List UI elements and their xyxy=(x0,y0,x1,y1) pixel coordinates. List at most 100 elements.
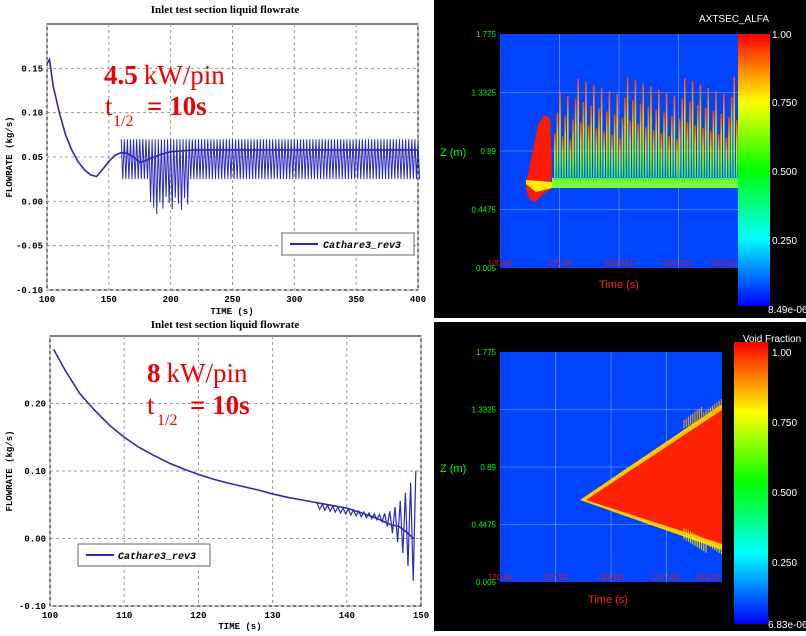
x-axis-label: TIME (s) xyxy=(218,622,261,631)
heatmap-x-tick: 175.49 xyxy=(547,259,572,268)
heatmap-y-tick: 1.3325 xyxy=(472,89,497,98)
x-axis-label: TIME (s) xyxy=(210,307,253,316)
void-spike xyxy=(585,81,587,180)
series-oscillation xyxy=(316,470,417,581)
heatmap-x-tick: 250.331 xyxy=(605,259,634,268)
void-spike xyxy=(600,88,603,180)
heatmap-y-tick: 0.89 xyxy=(480,147,496,156)
annotation-t-letter: t xyxy=(147,390,155,420)
heatmap-field xyxy=(526,76,738,202)
void-spike xyxy=(626,77,629,180)
void-spike xyxy=(730,96,733,180)
void-edge xyxy=(526,180,552,192)
void-spike xyxy=(668,136,670,180)
void-region-initial xyxy=(526,115,552,202)
y-axis-label: FLOWRATE (kg/s) xyxy=(5,430,15,511)
heatmap-x-tick: 100.65 xyxy=(488,259,513,268)
y-tick-label: 0.10 xyxy=(21,109,43,119)
void-spike xyxy=(686,121,689,180)
void-spike xyxy=(642,83,644,180)
void-spike xyxy=(655,109,657,180)
colorbar-label-0250: 0.250 xyxy=(772,558,797,569)
y-tick-label: -0.10 xyxy=(19,602,46,612)
void-spike xyxy=(595,128,598,180)
void-spike xyxy=(650,86,652,180)
series-line xyxy=(46,56,418,178)
colorbar-label-0750: 0.750 xyxy=(772,418,797,429)
x-tick-label: 110 xyxy=(116,611,132,621)
void-spike xyxy=(676,139,678,180)
annotation-t-sub: 1/2 xyxy=(113,113,133,130)
void-spike xyxy=(712,110,715,180)
void-spike xyxy=(725,137,728,180)
void-spike xyxy=(704,107,707,180)
heatmap-y-label: Z (m) xyxy=(440,463,466,475)
heatmap-x-label: Time (s) xyxy=(588,594,628,606)
heatmap-y-tick: 0.4475 xyxy=(472,206,497,215)
annotation-power-unit: kW/pin xyxy=(144,60,225,90)
void-spike xyxy=(593,85,595,180)
x-tick-label: 350 xyxy=(348,295,364,305)
void-spike xyxy=(710,131,712,180)
void-spike xyxy=(697,104,699,180)
void-spike xyxy=(634,80,637,180)
void-spike xyxy=(681,98,683,180)
void-spike xyxy=(580,122,582,180)
annotation-t-value: = 10s xyxy=(190,390,250,420)
void-spike xyxy=(702,128,704,180)
void-spike xyxy=(564,116,566,180)
void-spike xyxy=(577,78,579,180)
heatmap-top: AXTSEC_ALFA 0.005 0.4475 0.89 1.3325 1.775 1… xyxy=(434,0,806,318)
heatmap-field xyxy=(580,399,722,555)
void-spike xyxy=(616,94,618,180)
heatmap-x-label: Time (s) xyxy=(599,279,639,291)
void-spike xyxy=(733,76,735,180)
heatmap-title: Void Fraction xyxy=(743,334,801,345)
void-spike xyxy=(587,125,590,180)
void-spike xyxy=(694,125,696,180)
x-tick-label: 150 xyxy=(101,295,117,305)
annotation-power-unit: kW/pin xyxy=(167,358,248,388)
y-tick-label: 0.00 xyxy=(21,197,43,207)
void-spike xyxy=(567,96,569,180)
heatmap-y-tick: 1.775 xyxy=(476,30,497,39)
x-tick-label: 100 xyxy=(42,611,58,621)
x-tick-label: 120 xyxy=(190,611,206,621)
flowrate-chart-bottom: Inlet test section liquid flowrate -0.10… xyxy=(0,316,430,632)
y-tick-label: 0.10 xyxy=(24,467,46,477)
flowrate-chart-top: Inlet test section liquid flowrate -0.10… xyxy=(0,0,430,317)
heatmap-y-tick: 1.3325 xyxy=(472,406,497,415)
void-spike xyxy=(660,132,663,180)
heatmap-top-svg: AXTSEC_ALFA 0.005 0.4475 0.89 1.3325 1.775 1… xyxy=(440,14,806,316)
y-tick-label: 0.05 xyxy=(21,153,43,163)
void-spike xyxy=(658,89,660,180)
legend-label: Cathare3_rev3 xyxy=(118,551,196,563)
void-spike xyxy=(556,113,559,180)
void-spike xyxy=(723,93,725,180)
heatmap-y-tick: 0.89 xyxy=(480,463,496,472)
void-spike xyxy=(665,92,668,180)
x-tick-label: 130 xyxy=(264,611,280,621)
void-spike xyxy=(572,119,574,180)
legend: Cathare3_rev3 xyxy=(77,543,211,567)
heatmap-title: AXTSEC_ALFA xyxy=(699,14,769,25)
colorbar-max-label: 1.00 xyxy=(772,348,792,359)
annotation-t-letter: t xyxy=(105,91,113,121)
void-spike xyxy=(673,95,676,180)
y-axis-label: FLOWRATE (kg/s) xyxy=(5,116,15,197)
void-spike xyxy=(621,117,624,180)
void-spike xyxy=(554,133,556,180)
void-spike xyxy=(582,102,585,180)
void-spike xyxy=(689,101,691,180)
void-spike xyxy=(606,111,608,180)
void-spike xyxy=(569,139,572,180)
void-spike xyxy=(611,134,613,180)
void-spike xyxy=(647,106,650,180)
x-tick-label: 400 xyxy=(410,295,426,305)
colorbar xyxy=(734,342,768,624)
heatmap-x-tick: 134.991 xyxy=(597,573,626,582)
legend-label: Cathare3_rev3 xyxy=(323,240,401,252)
void-band xyxy=(552,178,738,188)
void-spike xyxy=(639,103,642,180)
heatmap-x-tick: 325.171 xyxy=(664,259,693,268)
